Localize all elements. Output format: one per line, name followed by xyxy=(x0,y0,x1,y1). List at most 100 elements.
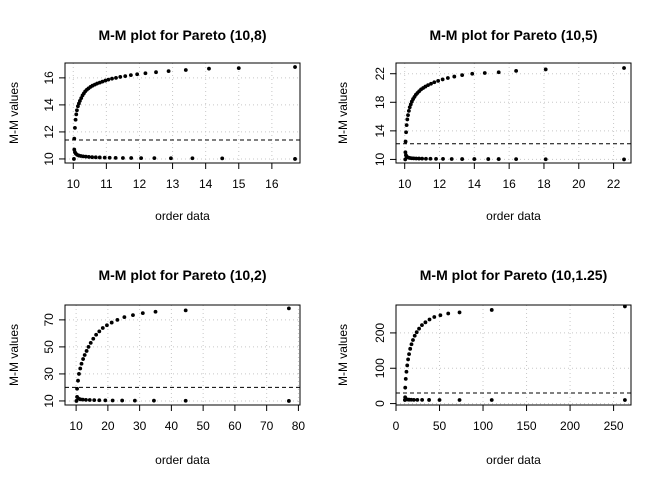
data-point xyxy=(482,71,487,75)
x-tick-label: 100 xyxy=(473,419,493,433)
data-point xyxy=(152,398,156,403)
chart-panel-1: M-M plot for Pareto (10,8) 10 11 12 13 14 15 16… xyxy=(7,27,301,223)
x-tick-label: 50 xyxy=(196,419,210,433)
y-tick-label: 0 xyxy=(373,400,387,407)
data-point xyxy=(434,156,438,161)
y-axis-label: M-M values xyxy=(336,324,350,386)
x-tick-label: 40 xyxy=(165,419,179,433)
data-point xyxy=(122,315,127,320)
data-point xyxy=(414,330,419,335)
data-point xyxy=(405,363,410,368)
y-axis-label: M-M values xyxy=(336,82,350,144)
data-point xyxy=(74,112,79,117)
chart-panel-3: M-M plot for Pareto (10,2) 10 20 30 40 50 60 70… xyxy=(7,267,305,467)
data-point xyxy=(446,311,451,316)
y-tick-label: 18 xyxy=(373,95,387,109)
data-point xyxy=(86,344,91,349)
data-point xyxy=(207,66,211,71)
data-point xyxy=(107,155,112,160)
data-point xyxy=(408,346,413,351)
data-point xyxy=(486,157,491,161)
y-tick-label: 10 xyxy=(42,394,56,408)
data-point xyxy=(424,156,428,161)
data-point xyxy=(115,317,120,322)
data-point xyxy=(427,398,431,402)
data-point xyxy=(154,70,158,75)
x-tick-label: 10 xyxy=(69,419,83,433)
data-point xyxy=(114,75,118,80)
data-point xyxy=(183,398,188,403)
data-point xyxy=(90,155,95,160)
data-point xyxy=(412,333,417,338)
x-tick-label: 18 xyxy=(537,177,551,191)
data-point xyxy=(81,357,86,361)
data-point xyxy=(405,117,410,122)
data-point xyxy=(457,398,462,402)
data-point xyxy=(622,157,626,162)
x-tick-label: 10 xyxy=(67,177,81,191)
data-point xyxy=(77,372,81,376)
y-axis-label: M-M values xyxy=(7,324,21,386)
x-tick-label: 200 xyxy=(560,419,580,433)
data-point xyxy=(404,130,408,135)
data-point xyxy=(94,332,99,337)
data-point xyxy=(72,157,76,161)
data-point xyxy=(407,352,411,357)
data-point xyxy=(93,155,98,160)
x-tick-label: 30 xyxy=(133,419,147,433)
x-tick-label: 16 xyxy=(265,177,279,191)
data-point xyxy=(72,136,77,141)
data-point xyxy=(428,156,433,161)
data-point xyxy=(166,69,171,74)
y-tick-label: 10 xyxy=(373,152,387,166)
x-tick-label: 150 xyxy=(517,419,537,433)
data-point xyxy=(623,398,627,402)
data-point xyxy=(86,155,91,159)
x-tick-label: 22 xyxy=(607,177,621,191)
data-point xyxy=(103,398,108,403)
data-point xyxy=(73,125,77,130)
data-point xyxy=(123,74,128,79)
data-point xyxy=(109,320,114,325)
y-tick-label: 22 xyxy=(373,67,387,81)
data-point xyxy=(121,156,125,160)
x-tick-label: 12 xyxy=(433,177,447,191)
data-point xyxy=(97,155,102,160)
data-point xyxy=(432,315,437,319)
x-axis-label: order data xyxy=(486,209,541,223)
y-tick-label: 12 xyxy=(42,125,56,139)
data-point xyxy=(183,68,188,72)
data-point xyxy=(143,71,148,76)
x-tick-label: 15 xyxy=(232,177,246,191)
data-point xyxy=(92,398,97,403)
data-point xyxy=(420,323,424,328)
x-tick-label: 11 xyxy=(100,177,113,191)
data-point xyxy=(436,78,441,83)
data-point xyxy=(457,310,462,315)
data-point xyxy=(452,74,457,79)
data-point xyxy=(82,353,87,357)
data-point xyxy=(102,155,107,160)
x-tick-label: 0 xyxy=(393,419,400,433)
data-point xyxy=(445,76,450,80)
data-point xyxy=(120,398,125,403)
x-tick-label: 20 xyxy=(101,419,115,433)
y-tick-label: 70 xyxy=(42,313,56,327)
data-point xyxy=(489,308,494,312)
data-point xyxy=(437,398,442,402)
data-point xyxy=(404,123,409,128)
data-point xyxy=(409,342,414,347)
chart-title: M-M plot for Pareto (10,2) xyxy=(98,267,266,283)
data-point xyxy=(622,66,626,70)
data-point xyxy=(100,79,105,84)
data-point xyxy=(496,157,501,161)
data-point xyxy=(80,397,85,402)
data-point xyxy=(91,336,96,341)
data-point xyxy=(140,311,145,316)
data-point xyxy=(169,156,173,161)
x-tick-label: 13 xyxy=(166,177,180,191)
chart-title: M-M plot for Pareto (10,1.25) xyxy=(420,267,607,283)
data-point xyxy=(75,386,79,391)
data-point xyxy=(88,340,93,345)
y-tick-label: 200 xyxy=(373,323,387,343)
